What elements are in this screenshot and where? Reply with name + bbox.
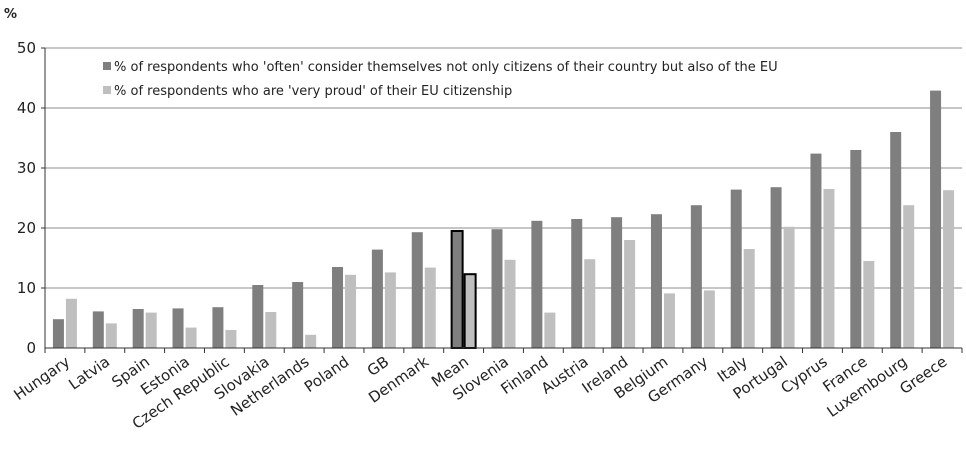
bar-very-proud-poland <box>345 274 357 348</box>
bar-very-proud-ireland <box>624 240 636 348</box>
gridlines <box>45 47 962 289</box>
x-tick-label: Poland <box>301 353 352 396</box>
bar-often-portugal <box>770 187 782 348</box>
bar-often-czech-republic <box>212 307 224 348</box>
y-tick-labels: 0 10 20 30 40 50 <box>17 39 36 357</box>
x-tick-label: Hungary <box>10 352 73 404</box>
bar-often-ireland <box>611 217 623 348</box>
bar-very-proud-germany <box>703 290 715 348</box>
bar-very-proud-netherlands <box>305 334 317 348</box>
bar-often-netherlands <box>292 282 304 348</box>
legend-label: % of respondents who are 'very proud' of… <box>114 84 512 99</box>
bar-very-proud-cyprus <box>823 189 835 348</box>
bar-often-cyprus <box>810 153 822 348</box>
bar-very-proud-austria <box>584 259 596 348</box>
bar-often-slovenia <box>491 229 503 348</box>
bar-very-proud-spain <box>145 312 157 348</box>
bar-very-proud-denmark <box>424 267 436 348</box>
y-tick-label: 20 <box>17 219 36 237</box>
bars <box>52 90 955 350</box>
y-tick-label: 0 <box>26 339 36 357</box>
bar-very-proud-luxembourg <box>903 205 915 348</box>
bar-very-proud-mean <box>463 273 477 350</box>
x-tick-label: Cyprus <box>778 352 831 397</box>
legend: % of respondents who 'often' consider th… <box>103 60 778 99</box>
legend-label: % of respondents who 'often' consider th… <box>114 60 778 75</box>
bar-very-proud-slovenia <box>504 259 516 348</box>
bar-often-germany <box>690 205 702 348</box>
legend-swatch <box>103 62 111 70</box>
bar-often-luxembourg <box>890 132 902 348</box>
bar-often-belgium <box>650 214 662 348</box>
x-tick-label: Latvia <box>65 353 113 394</box>
bar-often-italy <box>730 189 742 348</box>
axes <box>41 47 963 353</box>
bar-often-estonia <box>172 308 184 348</box>
legend-swatch <box>103 86 111 94</box>
bar-very-proud-gb <box>384 272 396 348</box>
y-axis-label: % <box>4 7 17 22</box>
bar-often-austria <box>571 219 583 348</box>
bar-very-proud-slovakia <box>265 312 277 348</box>
bar-very-proud-estonia <box>185 327 197 348</box>
bar-often-denmark <box>411 232 423 348</box>
bar-very-proud-latvia <box>105 323 117 348</box>
bar-often-gb <box>371 249 383 348</box>
y-tick-label: 30 <box>17 159 36 177</box>
bar-often-latvia <box>92 311 104 348</box>
bar-very-proud-hungary <box>65 298 77 348</box>
y-tick-label: 40 <box>17 99 36 117</box>
bar-very-proud-belgium <box>663 293 675 348</box>
bar-often-poland <box>332 267 344 348</box>
bar-very-proud-czech-republic <box>225 330 237 348</box>
bar-very-proud-france <box>863 261 875 348</box>
bar-often-hungary <box>52 319 64 348</box>
bar-often-slovakia <box>252 285 264 348</box>
bar-often-mean <box>450 230 464 349</box>
bar-very-proud-greece <box>943 190 955 348</box>
bar-often-spain <box>132 309 144 348</box>
bar-often-greece <box>930 90 942 348</box>
bar-often-finland <box>531 220 543 348</box>
bar-very-proud-finland <box>544 312 556 348</box>
bar-very-proud-italy <box>743 249 755 348</box>
y-tick-label: 10 <box>17 279 36 297</box>
bar-very-proud-portugal <box>783 226 795 348</box>
bar-often-france <box>850 150 862 348</box>
y-tick-label: 50 <box>17 39 36 57</box>
